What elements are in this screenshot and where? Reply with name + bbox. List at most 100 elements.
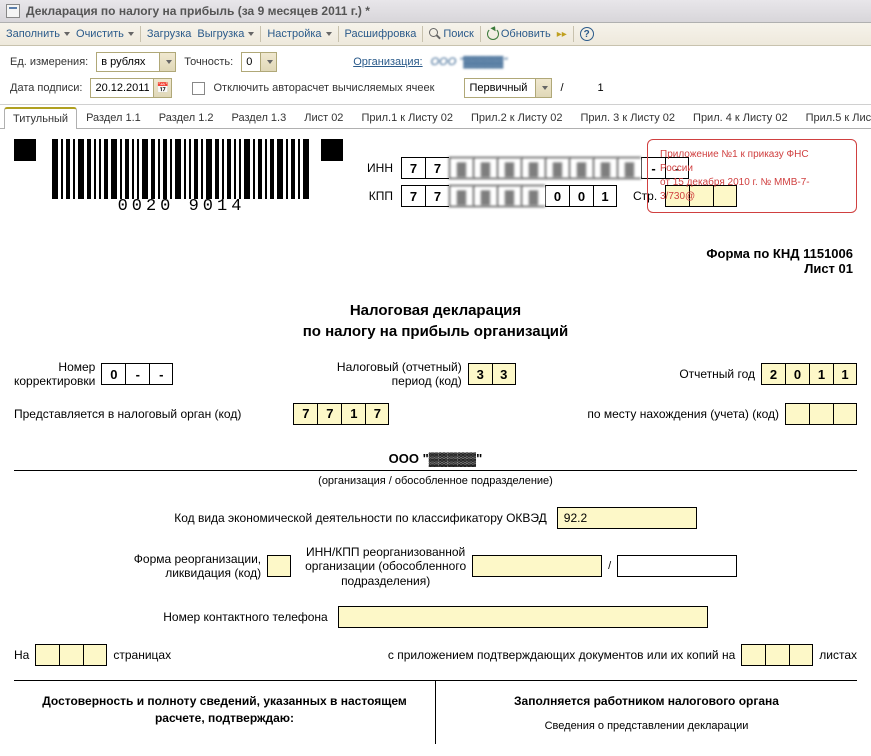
cell[interactable]: ▓ xyxy=(521,185,545,207)
cell[interactable]: 1 xyxy=(341,403,365,425)
tab-8[interactable]: Прил. 4 к Листу 02 xyxy=(684,107,797,129)
okved-input[interactable] xyxy=(557,507,697,529)
tab-0[interactable]: Титульный xyxy=(4,107,77,129)
cell[interactable]: ▓ xyxy=(497,157,521,179)
cell[interactable]: 0 xyxy=(101,363,125,385)
cell[interactable] xyxy=(789,644,813,666)
form-code: Форма по КНД 1151006 xyxy=(14,246,853,261)
attach-cells[interactable] xyxy=(741,644,813,666)
tab-5[interactable]: Прил.1 к Листу 02 xyxy=(352,107,462,129)
unit-combo[interactable] xyxy=(96,52,176,72)
autocalc-checkbox[interactable] xyxy=(192,82,205,95)
reorg-cell[interactable] xyxy=(267,555,291,577)
decode-button[interactable]: Расшифровка xyxy=(345,28,417,40)
refresh-button[interactable]: Обновить xyxy=(487,28,551,40)
worker-sub: Сведения о представлении декларации xyxy=(446,720,847,732)
dropdown-button[interactable] xyxy=(260,53,276,71)
tab-6[interactable]: Прил.2 к Листу 02 xyxy=(462,107,572,129)
sign-date-input[interactable]: 📅 xyxy=(90,78,172,98)
cell[interactable]: 7 xyxy=(425,185,449,207)
cell[interactable]: 3 xyxy=(492,363,516,385)
tab-4[interactable]: Лист 02 xyxy=(295,107,352,129)
cell[interactable]: ▓ xyxy=(497,185,521,207)
cell[interactable]: 7 xyxy=(425,157,449,179)
cell[interactable] xyxy=(59,644,83,666)
upload-button[interactable]: Выгрузка xyxy=(197,28,254,40)
pages-cells[interactable] xyxy=(35,644,107,666)
cell[interactable]: 7 xyxy=(401,185,425,207)
cell[interactable]: 1 xyxy=(833,363,857,385)
year-cells[interactable]: 2011 xyxy=(761,363,857,385)
precision-input[interactable] xyxy=(242,53,260,71)
cell[interactable]: 7 xyxy=(293,403,317,425)
bottom-split: Достоверность и полноту сведений, указан… xyxy=(14,680,857,744)
tab-3[interactable]: Раздел 1.3 xyxy=(223,107,296,129)
attach-suffix: листах xyxy=(819,648,857,662)
dropdown-button[interactable] xyxy=(159,53,175,71)
taxorg-cells[interactable]: 7717 xyxy=(293,403,389,425)
cell[interactable]: 1 xyxy=(809,363,833,385)
cell[interactable]: 7 xyxy=(401,157,425,179)
cell[interactable]: 7 xyxy=(365,403,389,425)
cell[interactable] xyxy=(35,644,59,666)
cell[interactable] xyxy=(833,403,857,425)
cell[interactable]: ▓ xyxy=(593,157,617,179)
period-cells[interactable]: 33 xyxy=(468,363,516,385)
cell[interactable] xyxy=(765,644,789,666)
place-label: по месту нахождения (учета) (код) xyxy=(587,407,779,421)
corr-cells[interactable]: 0-- xyxy=(101,363,173,385)
cell[interactable]: ▓ xyxy=(473,185,497,207)
cell[interactable] xyxy=(83,644,107,666)
load-button[interactable]: Загрузка xyxy=(147,28,191,40)
settings-button[interactable]: Настройка xyxy=(267,28,331,40)
cell[interactable]: - xyxy=(125,363,149,385)
declaration-title: Налоговая декларация по налогу на прибыл… xyxy=(14,300,857,342)
cell[interactable] xyxy=(741,644,765,666)
cell[interactable]: 1 xyxy=(593,185,617,207)
cell[interactable]: ▓ xyxy=(521,157,545,179)
cell[interactable]: ▓ xyxy=(449,185,473,207)
kpp-label: КПП xyxy=(359,189,393,203)
inn-cells[interactable]: 77▓▓▓▓▓▓▓▓-- xyxy=(401,157,689,179)
cell[interactable]: ▓ xyxy=(449,157,473,179)
tab-1[interactable]: Раздел 1.1 xyxy=(77,107,150,129)
tab-2[interactable]: Раздел 1.2 xyxy=(150,107,223,129)
doc-type-combo[interactable] xyxy=(464,78,552,98)
tab-7[interactable]: Прил. 3 к Листу 02 xyxy=(571,107,684,129)
clear-button[interactable]: Очистить xyxy=(76,28,134,40)
cell[interactable]: 7 xyxy=(317,403,341,425)
cell[interactable]: 2 xyxy=(761,363,785,385)
sign-date-label: Дата подписи: xyxy=(10,82,82,94)
reorg-inn-input[interactable] xyxy=(472,555,602,577)
unit-input[interactable] xyxy=(97,53,159,71)
cell[interactable]: ▓ xyxy=(617,157,641,179)
cell[interactable] xyxy=(809,403,833,425)
tab-9[interactable]: Прил.5 к Листу 02 xyxy=(797,107,871,129)
cell[interactable]: 0 xyxy=(545,185,569,207)
cell[interactable]: 0 xyxy=(785,363,809,385)
search-icon xyxy=(429,28,441,40)
separator xyxy=(480,26,481,42)
expand-icon[interactable]: ▸▸ xyxy=(557,29,567,40)
search-button[interactable]: Поиск xyxy=(429,28,473,40)
precision-label: Точность: xyxy=(184,56,233,68)
kpp-cells[interactable]: 77▓▓▓▓001 xyxy=(401,185,617,207)
cell[interactable]: - xyxy=(149,363,173,385)
autocalc-label: Отключить авторасчет вычисляемых ячеек xyxy=(213,82,434,94)
org-label[interactable]: Организация: xyxy=(353,56,422,68)
dropdown-button[interactable] xyxy=(535,79,551,97)
cell[interactable]: ▓ xyxy=(545,157,569,179)
cell[interactable]: 3 xyxy=(468,363,492,385)
reorg-kpp-input[interactable] xyxy=(617,555,737,577)
place-cells[interactable] xyxy=(785,403,857,425)
cell[interactable] xyxy=(785,403,809,425)
cell[interactable]: 0 xyxy=(569,185,593,207)
worker-title: Заполняется работником налогового органа xyxy=(446,693,847,710)
cell[interactable]: ▓ xyxy=(473,157,497,179)
cell[interactable]: ▓ xyxy=(569,157,593,179)
calendar-icon[interactable]: 📅 xyxy=(153,79,171,97)
help-icon[interactable]: ? xyxy=(580,27,594,41)
phone-input[interactable] xyxy=(338,606,708,628)
precision-combo[interactable] xyxy=(241,52,277,72)
fill-button[interactable]: Заполнить xyxy=(6,28,70,40)
